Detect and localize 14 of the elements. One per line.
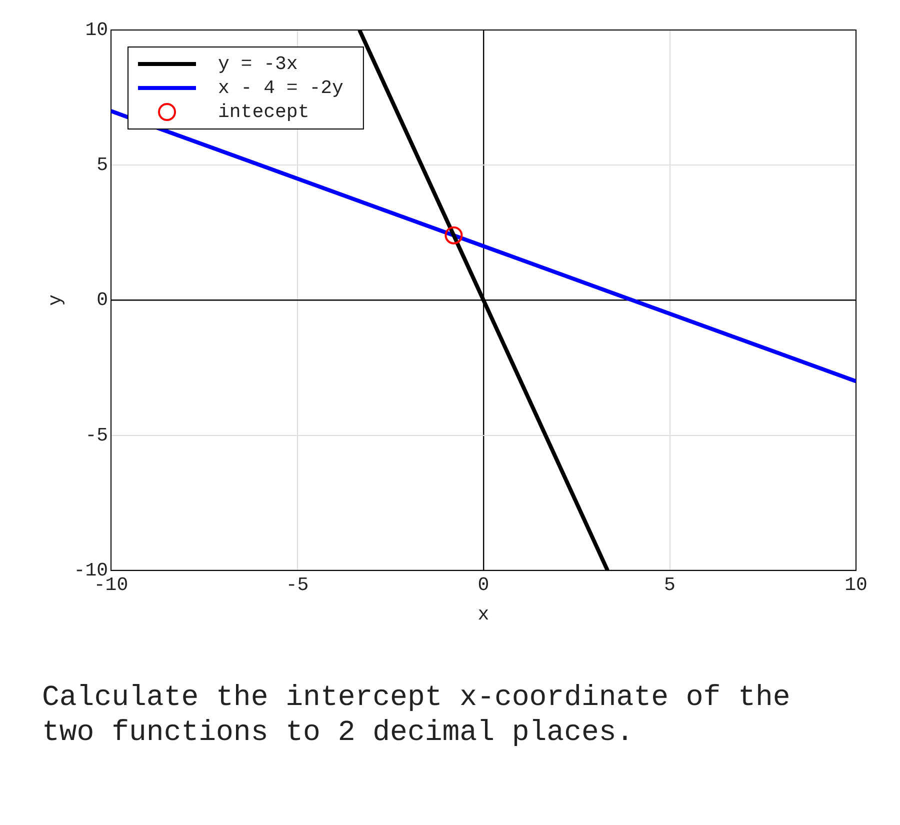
y-tick-label: 10 xyxy=(85,19,108,42)
y-axis-title: y xyxy=(44,294,66,306)
legend-label: x - 4 = -2y xyxy=(218,77,344,100)
x-tick-label: 0 xyxy=(478,574,490,596)
y-tick-label: 5 xyxy=(96,154,108,176)
x-tick-label: 5 xyxy=(664,574,676,596)
x-tick-label: 10 xyxy=(844,574,868,596)
x-tick-label: -5 xyxy=(286,574,309,596)
legend-label: intecept xyxy=(218,101,310,124)
y-tick-label: 0 xyxy=(96,289,108,312)
legend-label: y = -3x xyxy=(218,53,298,76)
x-axis-title: x xyxy=(478,604,490,626)
y-tick-label: -5 xyxy=(85,424,108,446)
text: Calculate the intercept x-coordinate of the two functions to 2 decimal places. xyxy=(42,680,792,750)
